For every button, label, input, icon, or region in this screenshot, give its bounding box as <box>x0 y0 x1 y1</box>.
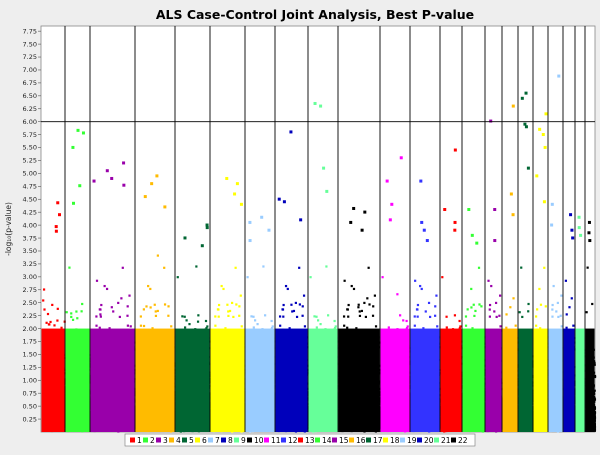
data-point <box>43 288 45 290</box>
y-tick-label: 3.00 <box>23 273 37 281</box>
data-point <box>95 325 97 327</box>
y-tick-label: 4.50 <box>23 195 37 203</box>
data-point <box>60 327 62 329</box>
top-hit-point <box>82 131 85 134</box>
data-point <box>127 305 129 307</box>
y-tick-label: 5.75 <box>23 131 37 139</box>
data-point <box>47 313 49 315</box>
data-point <box>122 267 124 269</box>
y-tick-label: 3.75 <box>23 234 37 242</box>
data-point <box>70 316 72 318</box>
top-hit-point <box>55 225 58 228</box>
y-tick-label: 4.75 <box>23 183 37 191</box>
data-point <box>95 315 97 317</box>
data-point <box>49 321 51 323</box>
y-tick-label: 6.00 <box>23 118 37 126</box>
y-tick-label: 1.75 <box>23 338 37 346</box>
y-tick-label: 5.50 <box>23 144 37 152</box>
data-point <box>43 308 45 310</box>
data-point <box>81 310 83 312</box>
y-tick-label: 3.25 <box>23 260 37 268</box>
data-point <box>70 312 72 314</box>
y-tick-label: 7.75 <box>23 27 37 35</box>
top-hit-point <box>55 230 58 233</box>
y-tick-label: 0.50 <box>23 402 37 410</box>
y-tick-label: 0.75 <box>23 389 37 397</box>
data-point <box>48 323 50 325</box>
y-tick-label: 2.00 <box>23 325 37 333</box>
y-tick-label: 6.75 <box>23 79 37 87</box>
y-axis-label: -log₁₀(p-value) <box>4 202 13 256</box>
data-point <box>51 304 53 306</box>
y-tick-label: 6.25 <box>23 105 37 113</box>
y-tick-label: 6.50 <box>23 92 37 100</box>
y-tick-label: 5.00 <box>23 170 37 178</box>
y-tick-label: 2.75 <box>23 286 37 294</box>
y-tick-label: 1.00 <box>23 376 37 384</box>
data-point-density <box>66 329 90 432</box>
top-hit-point <box>58 213 61 216</box>
y-tick-label: 7.25 <box>23 53 37 61</box>
y-tick-label: 4.00 <box>23 221 37 229</box>
chart-title: ALS Case-Control Joint Analysis, Best P-… <box>156 7 474 22</box>
data-point <box>106 288 108 290</box>
y-tick-label: 2.25 <box>23 312 37 320</box>
data-point <box>76 317 78 319</box>
data-point-density <box>42 329 65 432</box>
y-tick-label: 0.25 <box>23 415 37 423</box>
y-tick-label: 1.25 <box>23 364 37 372</box>
data-point <box>53 324 55 326</box>
y-tick-label: 3.50 <box>23 247 37 255</box>
y-tick-label: 2.50 <box>23 299 37 307</box>
y-tick-label: 7.50 <box>23 40 37 48</box>
data-point <box>66 311 68 313</box>
top-hit-point <box>71 146 74 149</box>
top-hit-point <box>77 129 80 132</box>
data-point <box>72 319 74 321</box>
y-tick-label: 7.00 <box>23 66 37 74</box>
data-point <box>68 267 70 269</box>
data-point <box>56 319 58 321</box>
y-tick-label: 5.25 <box>23 157 37 165</box>
data-point <box>57 308 59 310</box>
data-point <box>81 303 83 305</box>
top-hit-point <box>72 202 75 205</box>
data-point <box>42 299 44 301</box>
top-hit-point <box>78 184 81 187</box>
data-point <box>46 322 48 324</box>
y-tick-label: 1.50 <box>23 351 37 359</box>
y-tick-label: 4.25 <box>23 208 37 216</box>
top-hit-point <box>56 201 59 204</box>
data-point <box>75 310 77 312</box>
